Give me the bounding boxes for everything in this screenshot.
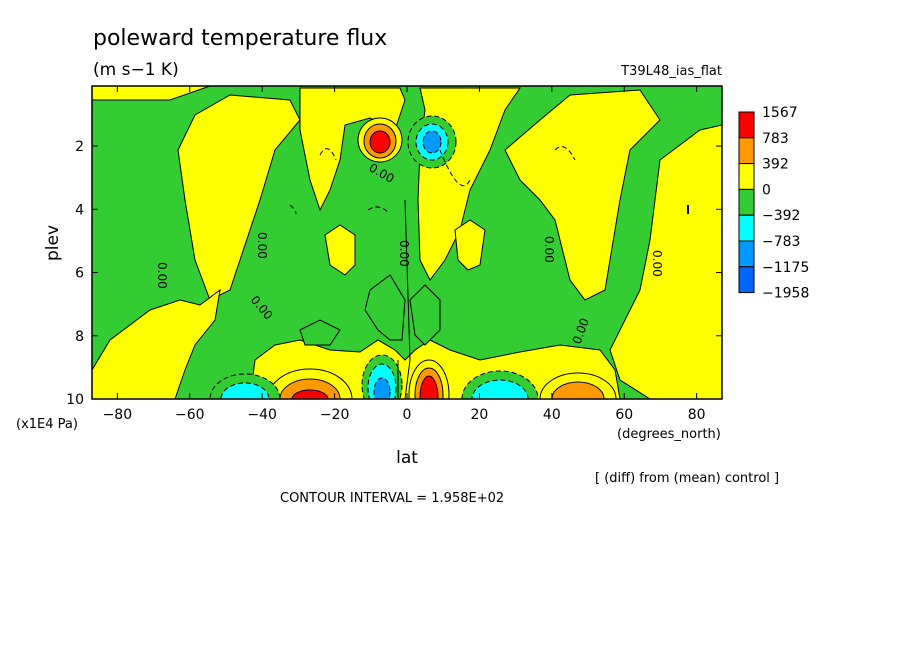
- negative-anomalies: [209, 115, 539, 399]
- y-tick-label: 6: [75, 266, 84, 282]
- run-label: T39L48_ias_flat: [620, 64, 722, 79]
- x-tick-label: 60: [615, 407, 633, 423]
- contour-label: 0.00: [255, 232, 269, 259]
- y-axis-units: (x1E4 Pa): [16, 417, 78, 432]
- contour-label: 0.00: [155, 262, 169, 289]
- contour-label: 0.00: [397, 240, 411, 267]
- legend-label: 392: [762, 157, 789, 173]
- x-tick-label: −80: [103, 407, 133, 423]
- chart-title: poleward temperature flux: [93, 26, 387, 51]
- color-legend: 1567 783 392 0 −392 −783 −1175 −1958: [738, 105, 809, 302]
- diff-note: [ (diff) from (mean) control ]: [595, 471, 779, 486]
- contour-label: 0.00: [542, 236, 556, 263]
- legend-label: −392: [762, 208, 800, 224]
- x-tick-label: −40: [247, 407, 277, 423]
- x-tick-label: 20: [470, 407, 488, 423]
- legend-swatch: [738, 240, 755, 268]
- contour-label: 0.00: [650, 250, 664, 277]
- y-tick-label: 8: [75, 329, 84, 345]
- x-tick-label: 40: [543, 407, 561, 423]
- legend-swatch: [738, 163, 755, 190]
- x-tick-label: 0: [403, 407, 412, 423]
- green-regions: [299, 274, 441, 346]
- positive-anomalies: [267, 117, 617, 399]
- legend-swatch: [738, 266, 755, 294]
- y-tick-label: 4: [75, 202, 84, 218]
- legend-label: −783: [762, 234, 800, 250]
- x-tick-label: −20: [320, 407, 350, 423]
- legend-swatch: [738, 137, 755, 165]
- y-tick-label: 10: [66, 392, 84, 408]
- chart-units: (m s−1 K): [93, 60, 179, 80]
- zero-lines: [397, 199, 689, 399]
- legend-label: 1567: [762, 105, 798, 121]
- dashed-contours: [289, 146, 576, 215]
- x-tick-label: 80: [688, 407, 706, 423]
- y-tick-label: 2: [75, 139, 84, 155]
- x-tick-label: −60: [175, 407, 205, 423]
- legend-swatch: [738, 214, 755, 242]
- x-axis: −80 −60 −40 −20 0 20 40 60 80: [103, 86, 706, 423]
- legend-label: −1958: [762, 286, 809, 302]
- legend-label: 0: [762, 182, 771, 198]
- y-axis: 2 4 6 8 10: [66, 139, 722, 408]
- legend-swatch: [738, 188, 755, 216]
- plot-area: [92, 86, 722, 399]
- y-axis-title: plev: [43, 225, 63, 261]
- legend-label: 783: [762, 131, 789, 147]
- legend-swatch: [738, 111, 755, 139]
- x-axis-units: (degrees_north): [617, 427, 721, 442]
- x-axis-title: lat: [396, 448, 418, 468]
- contour-interval: CONTOUR INTERVAL = 1.958E+02: [280, 491, 504, 506]
- legend-label: −1175: [762, 260, 809, 276]
